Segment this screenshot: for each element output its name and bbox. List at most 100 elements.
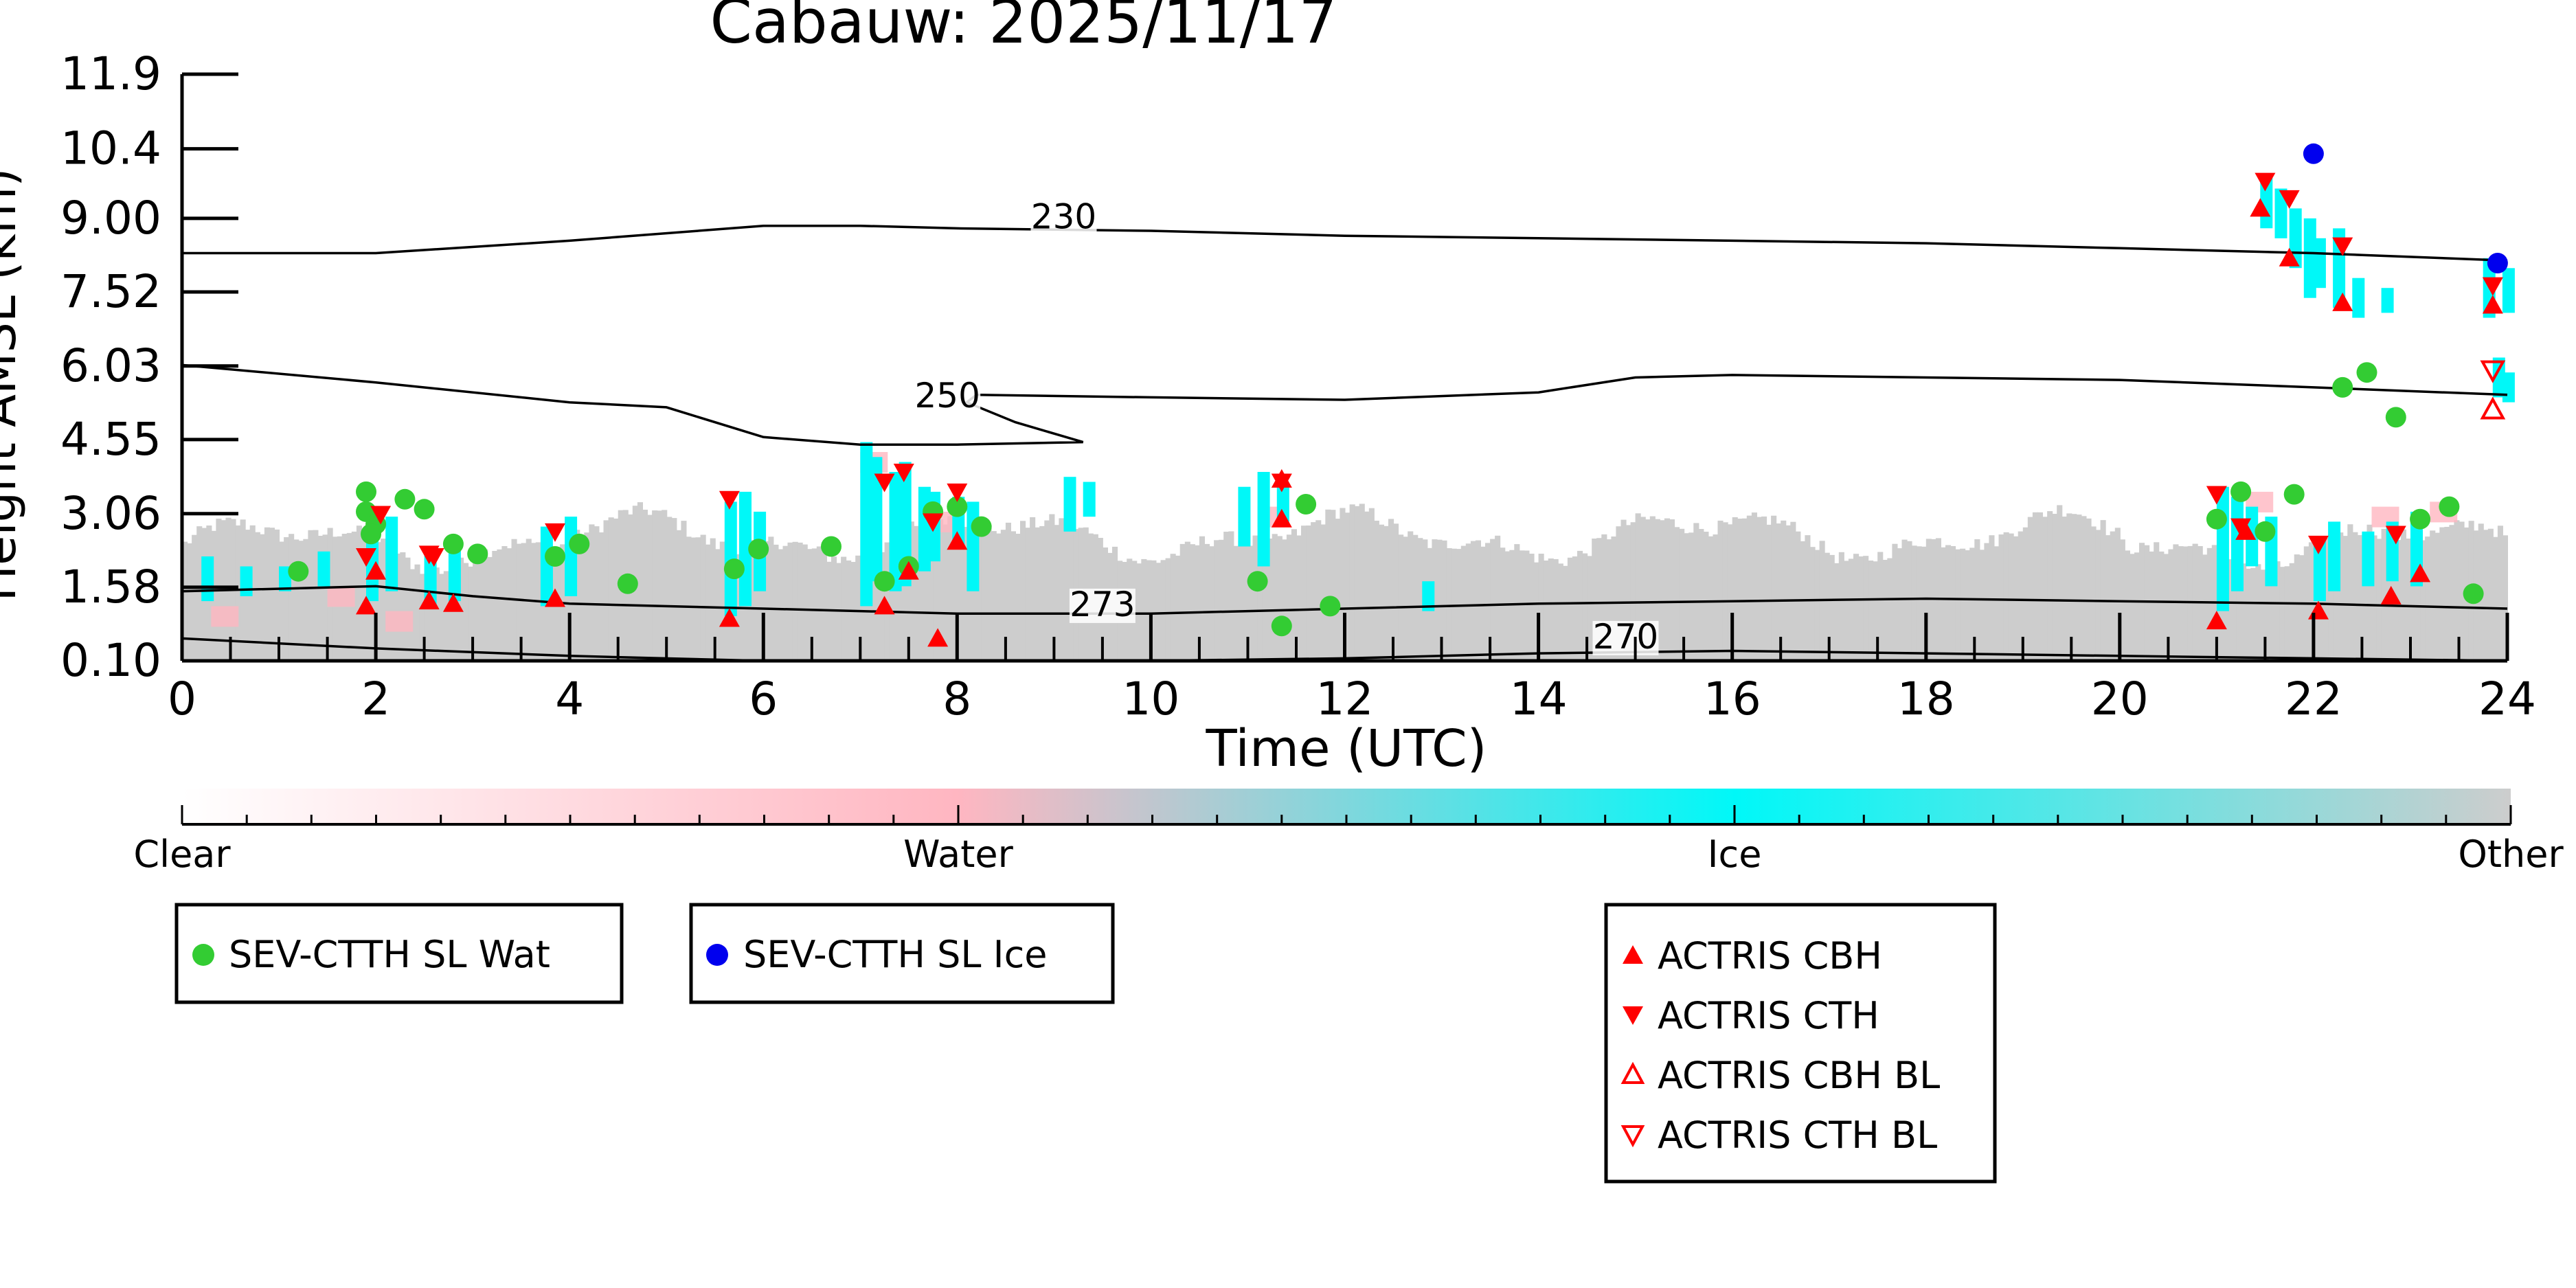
cloud-column-other xyxy=(1533,562,1539,661)
data-point-circle xyxy=(356,481,376,502)
data-point-triangle-down xyxy=(893,463,914,482)
cloud-column-other xyxy=(686,536,692,661)
cloud-column-other xyxy=(1194,545,1200,661)
cloud-column-other xyxy=(2492,536,2498,661)
data-point-triangle-down xyxy=(2307,535,2329,554)
y-axis-label: Height AMSL (km) xyxy=(0,168,27,602)
legend-sev-ice: SEV-CTTH SL Ice xyxy=(689,903,1115,1004)
cloud-column-other xyxy=(2338,532,2344,661)
legend-box xyxy=(1604,903,1997,1184)
contour-line-273 xyxy=(181,585,2508,615)
cloud-column-other xyxy=(376,542,382,661)
cloud-column-other xyxy=(317,536,324,661)
cloud-column-other xyxy=(289,534,295,661)
cloud-column-other xyxy=(2459,521,2465,661)
cloud-column-other xyxy=(1635,513,1641,661)
data-point-triangle-up xyxy=(719,608,740,627)
cloud-column-other xyxy=(2284,566,2290,661)
data-point-triangle-down xyxy=(1271,473,1292,493)
cloud-column-other xyxy=(841,556,847,661)
cloud-column-other xyxy=(1625,525,1631,661)
cloud-column-other xyxy=(322,534,328,661)
cloud-column-other xyxy=(874,552,881,661)
cloud-column-other xyxy=(647,515,653,661)
cloud-column-other xyxy=(1368,508,1375,661)
cloud-column-other xyxy=(540,553,546,661)
cloud-column-other xyxy=(2144,545,2150,661)
x-axis-label: Time (UTC) xyxy=(1205,719,1487,778)
cloud-column-other xyxy=(1315,520,1322,661)
colorbar-label-other: Other xyxy=(2458,833,2564,876)
cloud-column-other xyxy=(976,521,982,661)
cloud-column-other xyxy=(1219,539,1225,661)
cloud-column-other xyxy=(700,534,706,661)
cloud-column-other xyxy=(598,532,605,661)
cloud-column-other xyxy=(1829,554,1835,661)
cloud-column-other xyxy=(565,549,571,661)
cloud-column-other xyxy=(254,532,260,661)
cloud-column-other xyxy=(749,540,755,661)
cloud-column-other xyxy=(1436,539,1443,661)
cloud-column-other xyxy=(1330,510,1336,661)
cloud-column-other xyxy=(482,549,488,661)
data-point-triangle-up xyxy=(874,596,895,615)
cloud-column-other xyxy=(938,519,944,661)
y-tick-label: 9.00 xyxy=(60,192,161,245)
cloud-column-other xyxy=(1000,530,1006,661)
data-point-triangle-up xyxy=(365,561,387,580)
cloud-column-other xyxy=(2134,552,2140,661)
cloud-column-other xyxy=(1649,516,1656,661)
cloud-column-other xyxy=(681,521,687,661)
cloud-column-other xyxy=(1601,534,1607,661)
cloud-column-other xyxy=(642,510,648,661)
cloud-column-other xyxy=(2236,567,2242,661)
cloud-column-ice xyxy=(565,517,578,596)
cloud-column-other xyxy=(2352,532,2358,661)
cloud-column-other xyxy=(952,520,958,661)
cloud-column-other xyxy=(1320,524,1326,661)
cloud-column-other xyxy=(424,566,430,661)
colorbar: Clear Water Ice Other xyxy=(133,789,2564,876)
cloud-column-other xyxy=(1344,512,1351,661)
legend-entry-label: ACTRIS CTH BL xyxy=(1658,1114,1937,1157)
data-point-circle xyxy=(569,533,590,554)
cloud-column-other xyxy=(2342,536,2349,661)
data-point-triangle-down xyxy=(355,548,376,567)
cloud-column-other xyxy=(1606,539,1612,661)
data-point-triangle-down xyxy=(874,473,895,493)
cloud-column-other xyxy=(1873,561,1879,661)
data-point-circle xyxy=(394,488,416,510)
cloud-column-other xyxy=(1654,519,1660,661)
cloud-column-other xyxy=(918,521,924,661)
cloud-column-ice xyxy=(1063,477,1076,532)
cloud-column-other xyxy=(1805,535,1811,661)
data-point-circle xyxy=(2230,481,2252,502)
data-point-circle xyxy=(361,523,381,545)
cloud-column-other xyxy=(2415,537,2421,661)
cloud-column-other xyxy=(763,541,769,661)
cloud-column-other xyxy=(1059,518,1065,661)
cloud-column-other xyxy=(2168,549,2174,661)
cloud-column-ice xyxy=(2381,288,2394,313)
cloud-column-other xyxy=(1824,552,1830,661)
cloud-column-other xyxy=(497,549,503,661)
cloud-column-other xyxy=(821,552,827,661)
data-point-circle xyxy=(1247,571,1268,592)
cloud-column-other xyxy=(1776,523,1782,661)
data-point-circle xyxy=(947,496,968,517)
cloud-column-other xyxy=(2255,564,2261,661)
cloud-column-other xyxy=(1490,539,1496,661)
cloud-column-other xyxy=(870,556,876,661)
data-point-triangle-down xyxy=(2385,526,2406,545)
cloud-column-other xyxy=(1906,541,1912,661)
cloud-column-other xyxy=(1054,525,1060,661)
cloud-column-other xyxy=(443,571,449,661)
cloud-column-other xyxy=(2289,563,2295,661)
cloud-column-other xyxy=(1679,528,1685,661)
cloud-column-other xyxy=(2487,528,2494,661)
cloud-column-other xyxy=(1179,543,1186,661)
legend-marker-triangle-up-open xyxy=(1620,1061,1645,1084)
cloud-column-other xyxy=(1688,532,1695,661)
cloud-column-other xyxy=(2425,536,2431,661)
cloud-column-ice xyxy=(1238,486,1251,547)
